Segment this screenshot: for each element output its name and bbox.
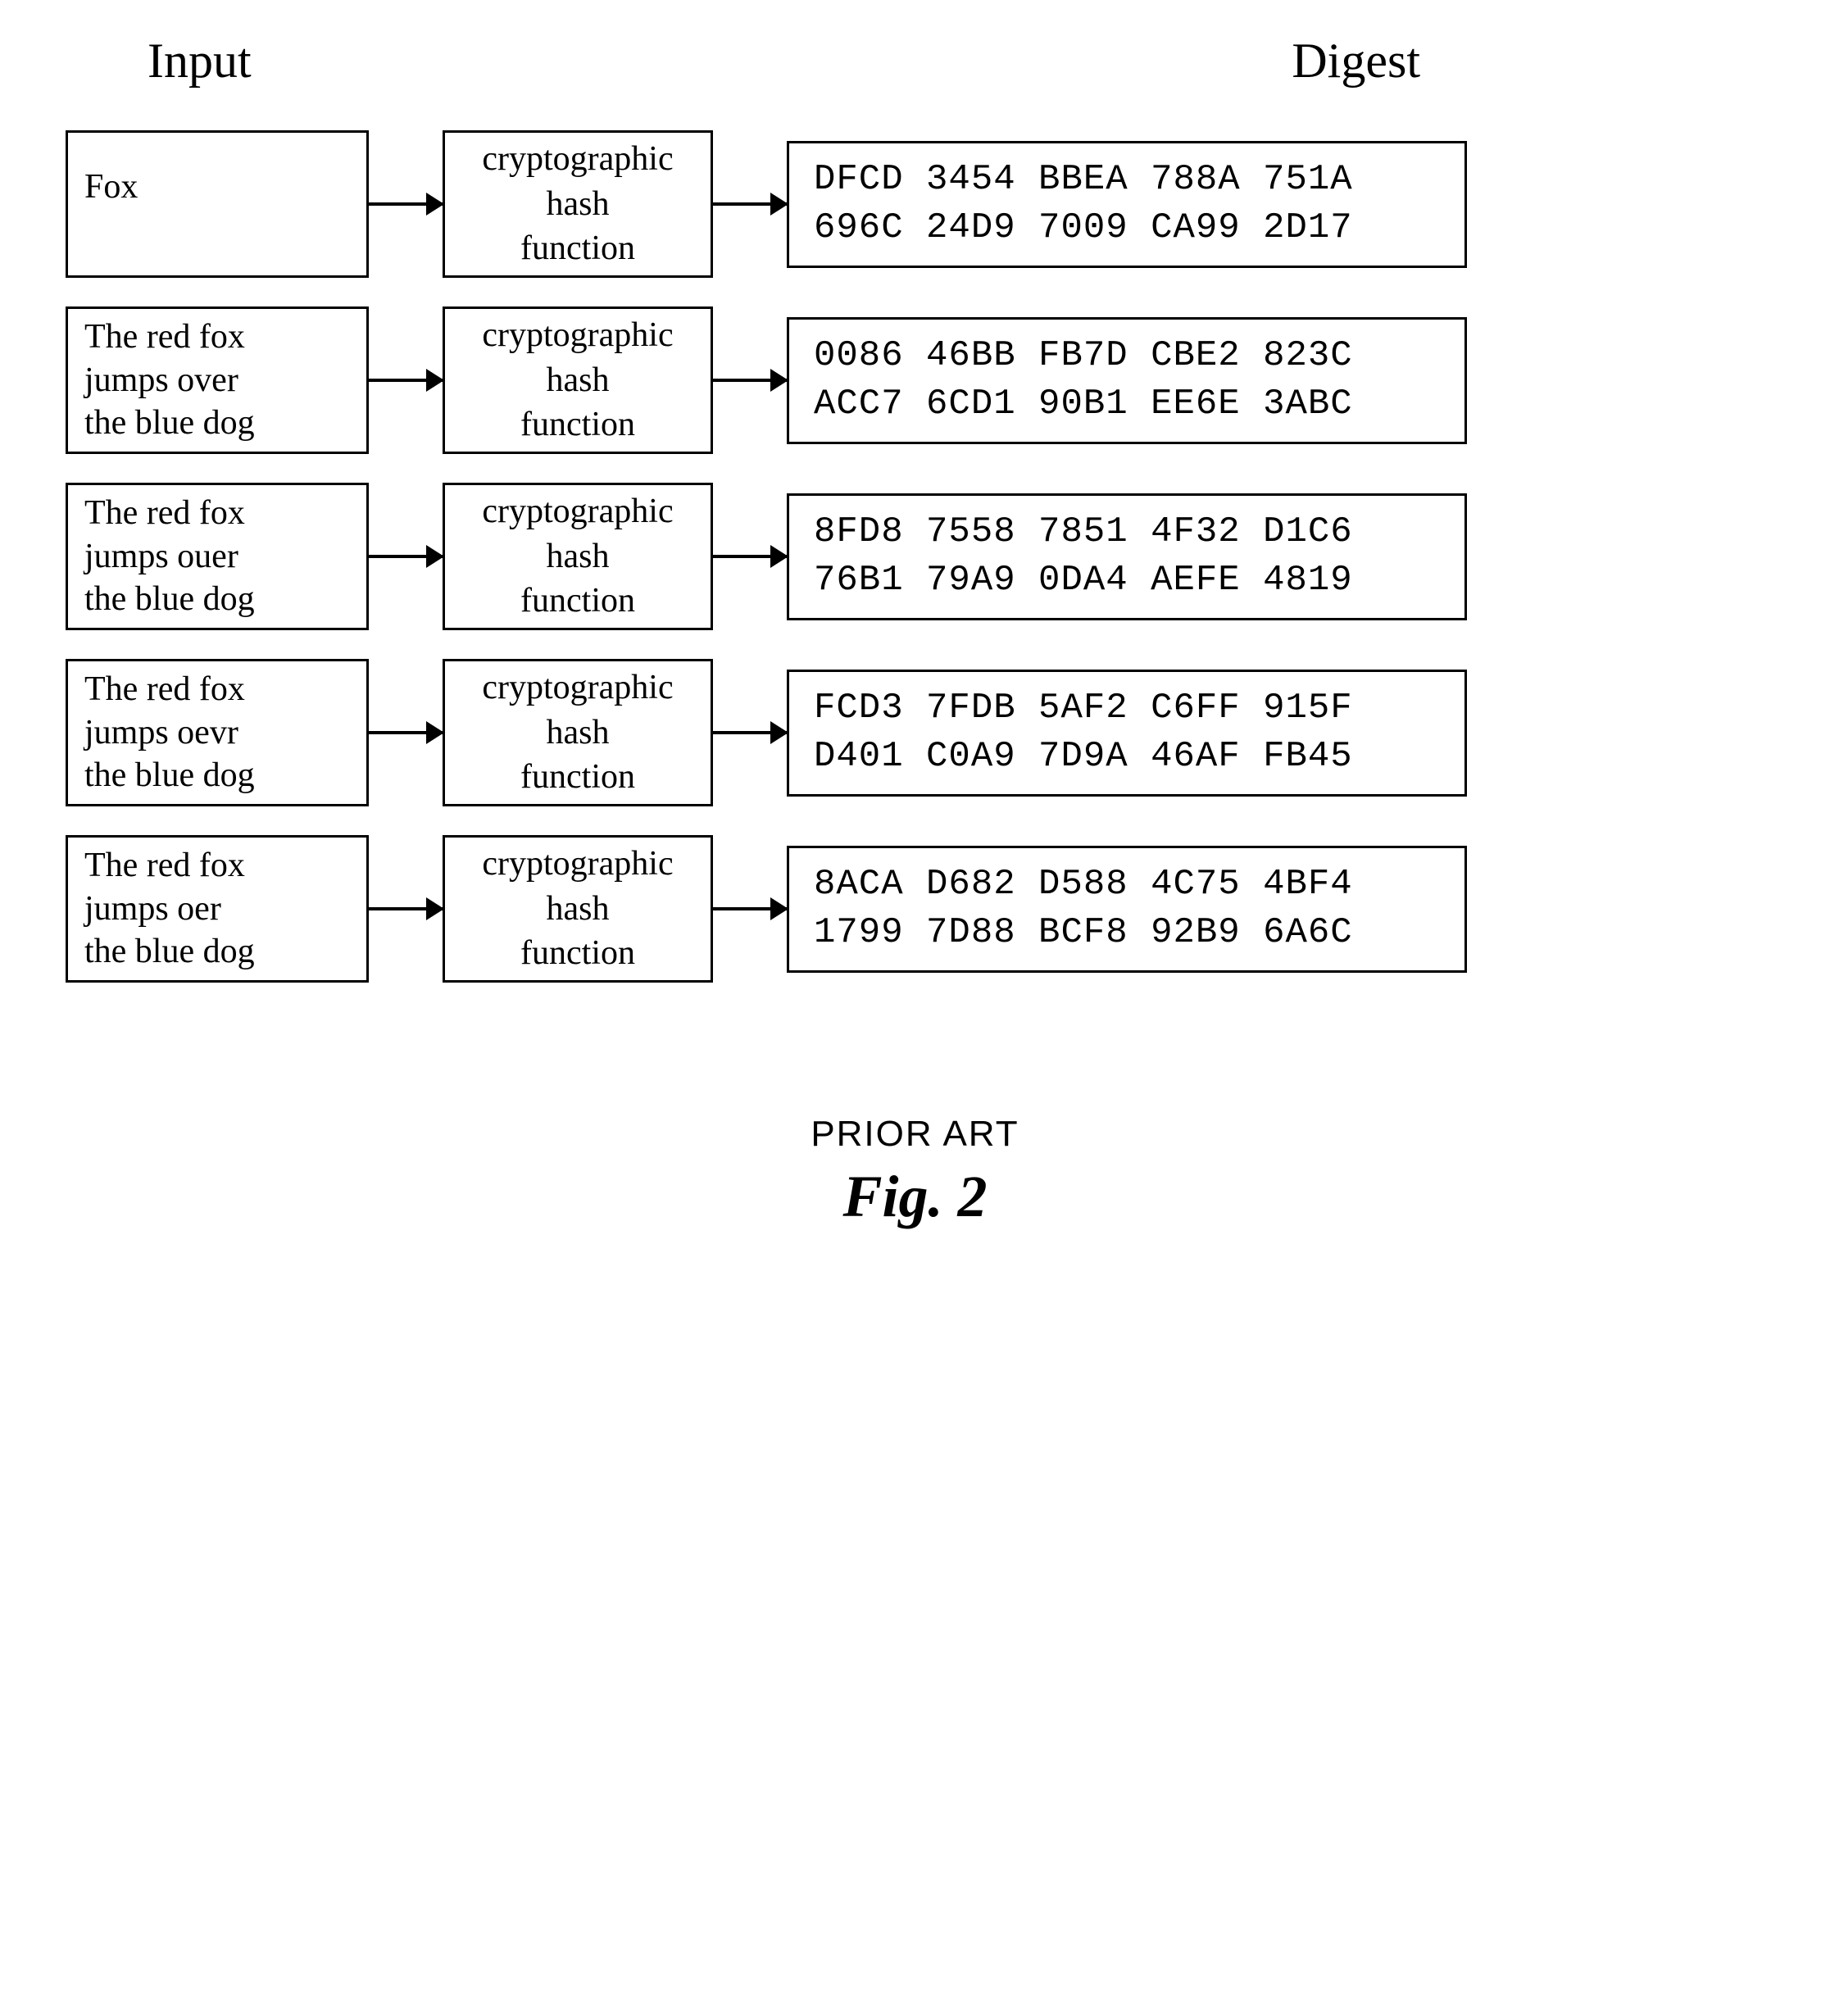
digest-box: 8ACA D682 D588 4C75 4BF4 1799 7D88 BCF8 … <box>787 846 1467 973</box>
digest-text: 8ACA D682 D588 4C75 4BF4 1799 7D88 BCF8 … <box>814 860 1353 958</box>
flow-row: The red fox jumps oevr the blue dog cryp… <box>66 659 1764 806</box>
input-text: The red fox jumps oevr the blue dog <box>84 668 255 797</box>
hash-function-box: cryptographic hash function <box>443 306 713 454</box>
figure-label: Fig. 2 <box>33 1163 1797 1231</box>
digest-box: 0086 46BB FB7D CBE2 823C ACC7 6CD1 90B1 … <box>787 317 1467 444</box>
input-text: Fox <box>84 166 138 209</box>
hash-label: cryptographic hash function <box>482 313 673 447</box>
footer: PRIOR ART Fig. 2 <box>33 1114 1797 1231</box>
header-row: Input Digest <box>33 33 1797 89</box>
digest-box: FCD3 7FDB 5AF2 C6FF 915F D401 C0A9 7D9A … <box>787 670 1467 797</box>
hash-label: cryptographic hash function <box>482 489 673 624</box>
hash-label: cryptographic hash function <box>482 137 673 271</box>
input-box: The red fox jumps ouer the blue dog <box>66 483 369 630</box>
digest-box: 8FD8 7558 7851 4F32 D1C6 76B1 79A9 0DA4 … <box>787 493 1467 620</box>
input-box: The red fox jumps oevr the blue dog <box>66 659 369 806</box>
input-box: The red fox jumps over the blue dog <box>66 306 369 454</box>
hash-label: cryptographic hash function <box>482 665 673 800</box>
rows-container: Fox cryptographic hash function DFCD 345… <box>33 130 1797 983</box>
digest-box: DFCD 3454 BBEA 788A 751A 696C 24D9 7009 … <box>787 141 1467 268</box>
header-input-label: Input <box>148 33 252 89</box>
arrow-icon <box>713 202 787 206</box>
input-box: Fox <box>66 130 369 278</box>
digest-text: FCD3 7FDB 5AF2 C6FF 915F D401 C0A9 7D9A … <box>814 684 1353 782</box>
digest-text: 0086 46BB FB7D CBE2 823C ACC7 6CD1 90B1 … <box>814 332 1353 429</box>
input-text: The red fox jumps over the blue dog <box>84 316 255 445</box>
arrow-icon <box>369 379 443 382</box>
input-text: The red fox jumps oer the blue dog <box>84 844 255 974</box>
hash-label: cryptographic hash function <box>482 842 673 976</box>
flow-row: Fox cryptographic hash function DFCD 345… <box>66 130 1764 278</box>
arrow-icon <box>713 379 787 382</box>
hash-function-box: cryptographic hash function <box>443 483 713 630</box>
flow-row: The red fox jumps oer the blue dog crypt… <box>66 835 1764 983</box>
hash-function-box: cryptographic hash function <box>443 659 713 806</box>
arrow-icon <box>369 731 443 734</box>
input-text: The red fox jumps ouer the blue dog <box>84 492 255 621</box>
arrow-icon <box>369 907 443 910</box>
digest-text: 8FD8 7558 7851 4F32 D1C6 76B1 79A9 0DA4 … <box>814 508 1353 606</box>
arrow-icon <box>369 555 443 558</box>
arrow-icon <box>713 731 787 734</box>
arrow-icon <box>369 202 443 206</box>
flow-row: The red fox jumps ouer the blue dog cryp… <box>66 483 1764 630</box>
arrow-icon <box>713 555 787 558</box>
input-box: The red fox jumps oer the blue dog <box>66 835 369 983</box>
hash-function-box: cryptographic hash function <box>443 130 713 278</box>
prior-art-label: PRIOR ART <box>33 1114 1797 1155</box>
arrow-icon <box>713 907 787 910</box>
flow-row: The red fox jumps over the blue dog cryp… <box>66 306 1764 454</box>
digest-text: DFCD 3454 BBEA 788A 751A 696C 24D9 7009 … <box>814 156 1353 253</box>
header-digest-label: Digest <box>1292 33 1420 89</box>
hash-function-box: cryptographic hash function <box>443 835 713 983</box>
